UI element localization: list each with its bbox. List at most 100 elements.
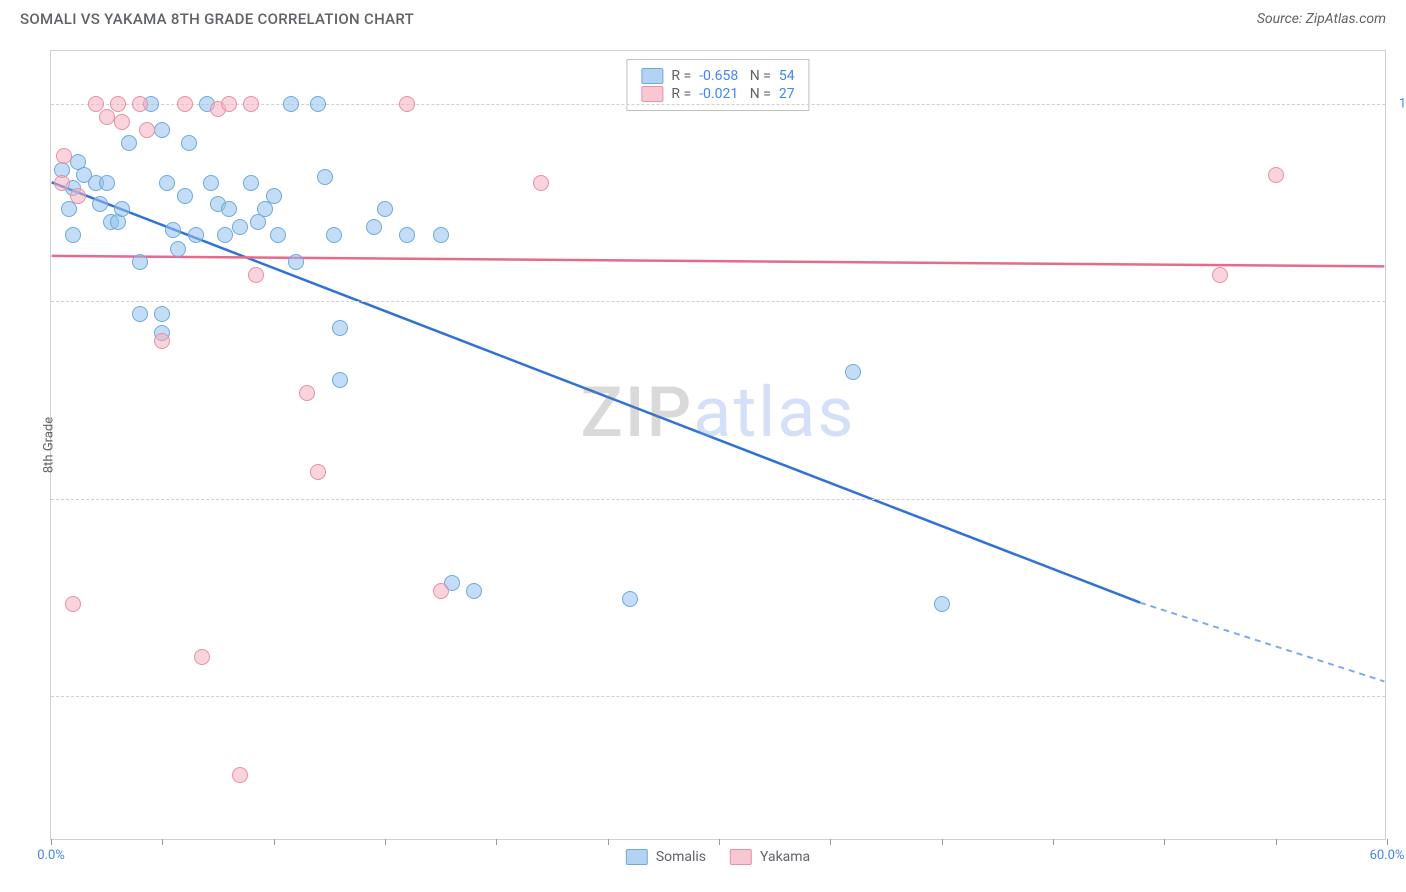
trend-line: [52, 182, 1140, 602]
data-point: [154, 306, 170, 322]
data-point: [533, 175, 549, 191]
gridline: [51, 499, 1385, 500]
stat-n-2: 27: [779, 86, 795, 102]
data-point: [433, 583, 449, 599]
data-point: [310, 464, 326, 480]
data-point: [399, 227, 415, 243]
data-point: [377, 201, 393, 217]
data-point: [165, 222, 181, 238]
plot-svg: [51, 51, 1385, 839]
data-point: [310, 96, 326, 112]
legend-swatch-pink-icon: [730, 849, 752, 865]
x-tick: [1164, 839, 1165, 845]
data-point: [177, 96, 193, 112]
data-point: [317, 169, 333, 185]
legend-label-yakama: Yakama: [760, 849, 810, 865]
data-point: [170, 241, 186, 257]
data-point: [221, 96, 237, 112]
trend-line-extrapolated: [1140, 603, 1384, 682]
data-point: [288, 254, 304, 270]
data-point: [194, 649, 210, 665]
data-point: [132, 96, 148, 112]
data-point: [177, 188, 193, 204]
legend-swatch-blue-icon: [626, 849, 648, 865]
data-point: [332, 372, 348, 388]
legend-item-somalis: Somalis: [626, 849, 706, 865]
x-tick: [608, 839, 609, 845]
gridline: [51, 301, 1385, 302]
x-tick: [830, 839, 831, 845]
x-tick: [162, 839, 163, 845]
data-point: [188, 227, 204, 243]
x-tick: [1387, 839, 1388, 845]
data-point: [181, 135, 197, 151]
x-tick: [942, 839, 943, 845]
legend-stats-row-2: R = -0.021 N = 27: [641, 86, 794, 102]
data-point: [283, 96, 299, 112]
data-point: [114, 201, 130, 217]
stat-r-2: -0.021: [699, 86, 738, 102]
data-point: [114, 114, 130, 130]
legend-series: Somalis Yakama: [626, 849, 810, 865]
data-point: [70, 188, 86, 204]
data-point: [139, 122, 155, 138]
data-point: [217, 227, 233, 243]
data-point: [248, 267, 264, 283]
data-point: [121, 135, 137, 151]
x-tick: [719, 839, 720, 845]
data-point: [54, 175, 70, 191]
legend-swatch-blue: [641, 68, 663, 84]
data-point: [332, 320, 348, 336]
stat-r-1: -0.658: [699, 68, 738, 84]
data-point: [845, 364, 861, 380]
x-tick: [51, 839, 52, 845]
data-point: [1268, 167, 1284, 183]
x-tick: [274, 839, 275, 845]
data-point: [366, 219, 382, 235]
data-point: [65, 596, 81, 612]
x-tick-label: 0.0%: [37, 848, 65, 863]
data-point: [232, 219, 248, 235]
data-point: [1212, 267, 1228, 283]
data-point: [232, 767, 248, 783]
legend-swatch-pink: [641, 86, 663, 102]
data-point: [466, 583, 482, 599]
chart-container: 8th Grade ZIPatlas R = -0.658 N = 54 R =…: [50, 50, 1386, 840]
trend-line: [52, 256, 1385, 267]
legend-label-somalis: Somalis: [656, 849, 706, 865]
data-point: [221, 201, 237, 217]
data-point: [159, 175, 175, 191]
legend-stats-row-1: R = -0.658 N = 54: [641, 68, 794, 84]
data-point: [934, 596, 950, 612]
data-point: [326, 227, 342, 243]
data-point: [433, 227, 449, 243]
chart-title: SOMALI VS YAKAMA 8TH GRADE CORRELATION C…: [20, 10, 414, 28]
x-tick: [1276, 839, 1277, 845]
data-point: [92, 196, 108, 212]
x-tick-label: 60.0%: [1370, 848, 1405, 863]
data-point: [110, 96, 126, 112]
x-tick: [385, 839, 386, 845]
data-point: [622, 591, 638, 607]
chart-source: Source: ZipAtlas.com: [1257, 11, 1386, 27]
data-point: [243, 175, 259, 191]
x-tick: [1053, 839, 1054, 845]
data-point: [270, 227, 286, 243]
data-point: [299, 385, 315, 401]
data-point: [65, 227, 81, 243]
data-point: [132, 254, 148, 270]
data-point: [56, 148, 72, 164]
data-point: [99, 175, 115, 191]
data-point: [132, 306, 148, 322]
x-tick: [496, 839, 497, 845]
stat-n-1: 54: [779, 68, 795, 84]
data-point: [154, 122, 170, 138]
gridline: [51, 696, 1385, 697]
data-point: [99, 109, 115, 125]
data-point: [266, 188, 282, 204]
data-point: [203, 175, 219, 191]
legend-item-yakama: Yakama: [730, 849, 810, 865]
data-point: [399, 96, 415, 112]
data-point: [243, 96, 259, 112]
data-point: [154, 333, 170, 349]
